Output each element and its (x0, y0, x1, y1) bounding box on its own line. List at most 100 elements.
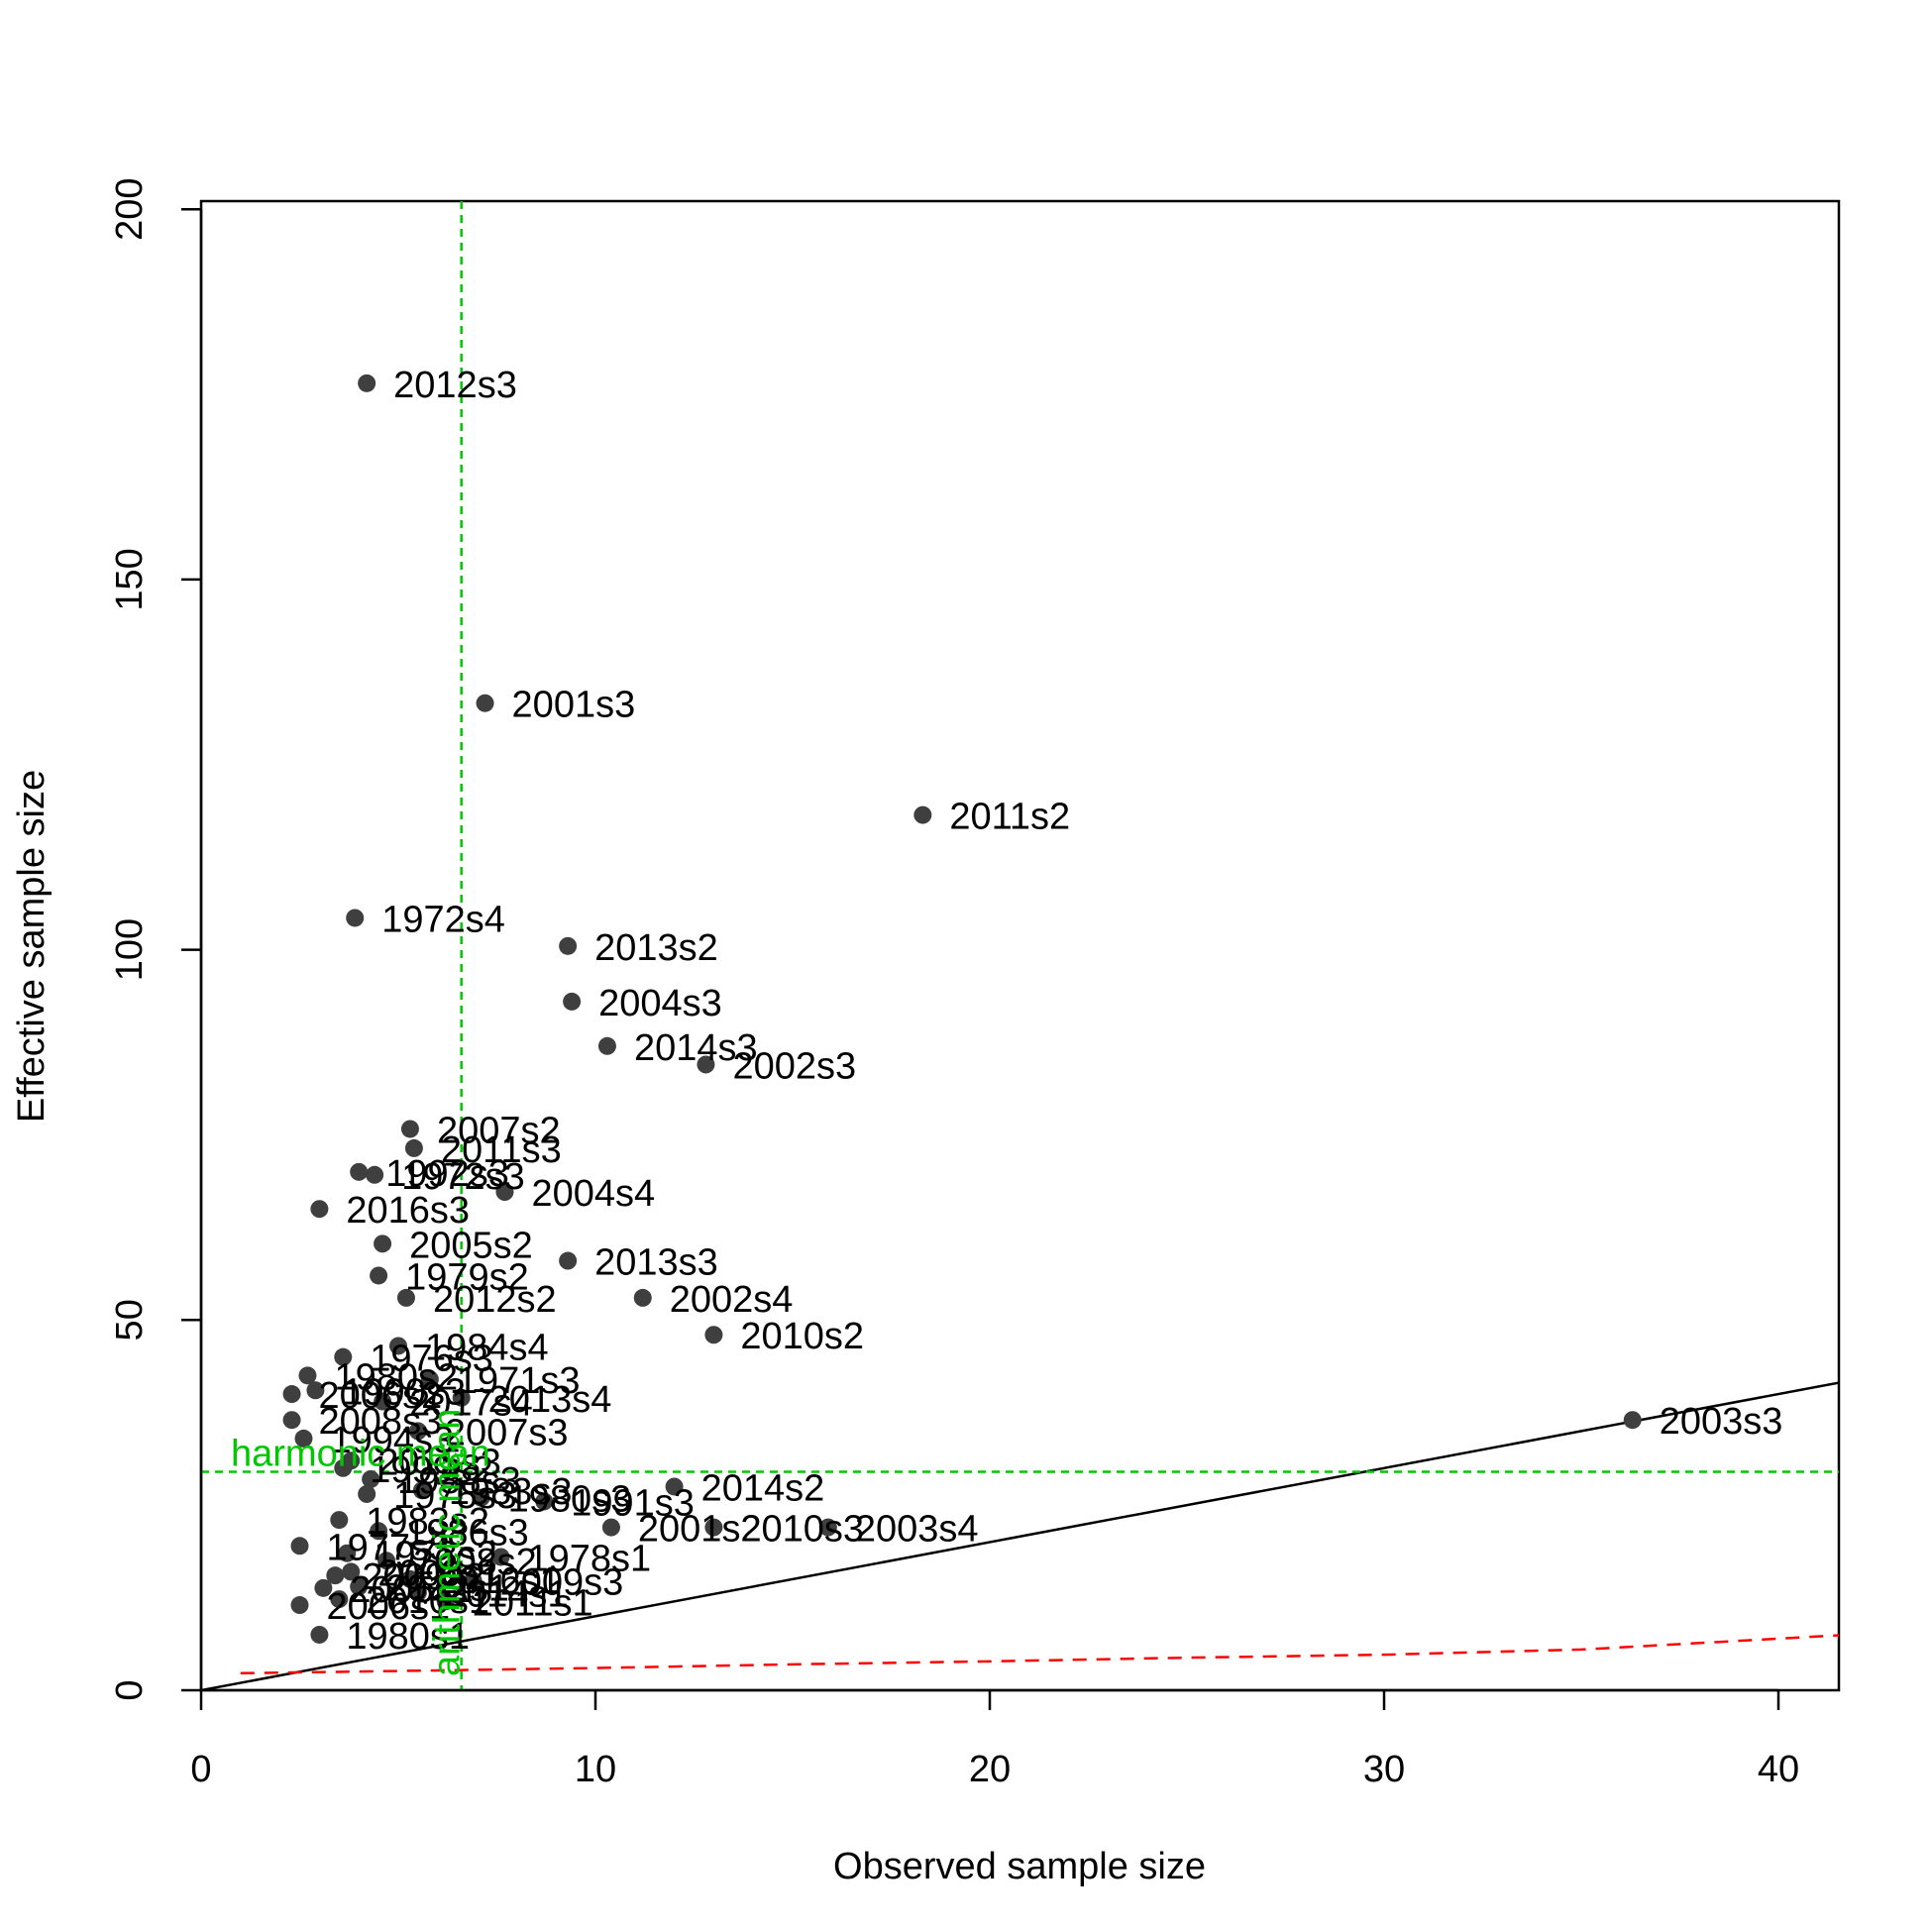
point-label: 1984s4 (425, 1327, 549, 1368)
x-tick-label: 0 (190, 1749, 211, 1790)
point-label: 2005s2 (409, 1225, 533, 1266)
point-label: 2007s2 (437, 1110, 561, 1151)
x-tick-label: 20 (969, 1749, 1011, 1790)
data-point (370, 1522, 388, 1541)
data-point (535, 1492, 554, 1511)
y-tick-label: 150 (109, 548, 151, 610)
lower-bound-line (240, 1634, 1839, 1675)
data-point (495, 1182, 514, 1201)
point-label: 1992s3 (385, 1153, 509, 1195)
data-point (408, 1583, 427, 1602)
point-label: 1976s3 (370, 1339, 493, 1380)
point-label: 2014s1 (445, 1573, 569, 1615)
point-label: 2011s3 (441, 1129, 562, 1171)
data-point (334, 1458, 353, 1477)
y-tick-label: 100 (109, 918, 151, 981)
data-point (314, 1578, 333, 1597)
lines-layer (201, 201, 1839, 1690)
data-point (342, 1562, 361, 1581)
point-label: 1991s3 (571, 1482, 695, 1524)
point-label: 2006s2 (319, 1375, 443, 1417)
data-point (290, 1537, 309, 1556)
data-point (404, 1138, 423, 1157)
data-point (282, 1385, 301, 1404)
point-label: 2002s4 (670, 1279, 794, 1321)
point-label: 2010s2 (740, 1316, 864, 1357)
point-label: 2002s3 (732, 1045, 856, 1087)
point-label: 2012s3 (393, 365, 517, 406)
y-tick-label: 200 (109, 177, 151, 240)
data-point (491, 1548, 510, 1566)
point-label: 2017s4 (409, 1383, 533, 1425)
data-point (563, 992, 582, 1011)
data-point (1623, 1411, 1642, 1430)
point-label: 1978s1 (527, 1538, 651, 1579)
point-label: 1977s3 (327, 1527, 451, 1568)
point-label: 2009s2 (362, 1556, 485, 1598)
data-point (665, 1477, 684, 1496)
x-tick-label: 40 (1758, 1749, 1799, 1790)
y-tick-label: 0 (109, 1679, 151, 1700)
point-label: 2010s3 (740, 1509, 864, 1551)
harmonic-mean-label: harmonic mean (231, 1434, 490, 1475)
arithmetic-mean-label: arithmetic mean (427, 1409, 469, 1676)
point-label: 2008s3 (319, 1401, 443, 1443)
data-point (697, 1055, 715, 1074)
point-label: 2011s2 (949, 797, 1070, 838)
point-label: 2013s3 (594, 1242, 718, 1284)
data-point (298, 1366, 317, 1385)
data-point (597, 1036, 616, 1055)
point-label: 1983s3 (449, 1471, 573, 1513)
data-point (346, 909, 365, 927)
data-point (601, 1518, 620, 1537)
point-label: 1988s3 (397, 1460, 521, 1502)
point-label: 1986s3 (405, 1512, 529, 1554)
data-point (358, 374, 376, 392)
point-label: 2014s3 (634, 1027, 758, 1069)
point-label: 2004s3 (598, 983, 722, 1024)
point-label: 2001s2 (638, 1509, 762, 1551)
point-label: 1999s2 (370, 1449, 493, 1491)
point-label: 2007s3 (445, 1412, 569, 1453)
point-label: 2010s1 (366, 1580, 489, 1622)
data-point (913, 805, 932, 824)
point-label: 1972s3 (401, 1156, 525, 1198)
data-point (358, 1484, 376, 1503)
data-point (377, 1552, 396, 1570)
data-point (704, 1326, 723, 1344)
y-axis-title: Effective sample size (11, 770, 53, 1123)
data-point (633, 1288, 652, 1307)
point-label: 1983s2 (366, 1501, 489, 1543)
point-label: 2013s4 (488, 1379, 612, 1421)
point-label: 1990s3 (342, 1371, 466, 1413)
y-axis: 0 50 100 150 200 (109, 177, 203, 1701)
data-point (370, 1266, 388, 1285)
point-label: 1979s2 (405, 1256, 529, 1298)
data-point (330, 1511, 349, 1530)
point-label: 1994s3 (330, 1420, 454, 1461)
point-label: 2003s4 (855, 1509, 979, 1551)
data-point (350, 1162, 369, 1181)
data-point (350, 1577, 369, 1596)
point-label: 2003s3 (1660, 1401, 1783, 1443)
data-point (306, 1381, 325, 1400)
point-label: 2004s4 (531, 1173, 655, 1215)
data-point (408, 1422, 427, 1441)
data-point (389, 1337, 407, 1355)
point-label: 2000s1 (377, 1553, 501, 1594)
data-point (400, 1120, 419, 1138)
data-point (366, 1165, 384, 1184)
data-point (330, 1590, 349, 1609)
point-label: 1980s3 (508, 1479, 632, 1521)
point-label: 2014s2 (701, 1467, 825, 1509)
data-point (290, 1596, 309, 1615)
data-point (374, 1392, 392, 1411)
data-point (400, 1569, 419, 1588)
point-label: 2012s2 (433, 1279, 557, 1321)
data-point (362, 1469, 380, 1488)
point-label: 2006s1 (327, 1586, 451, 1628)
x-tick-label: 30 (1363, 1749, 1405, 1790)
data-point (420, 1370, 439, 1389)
